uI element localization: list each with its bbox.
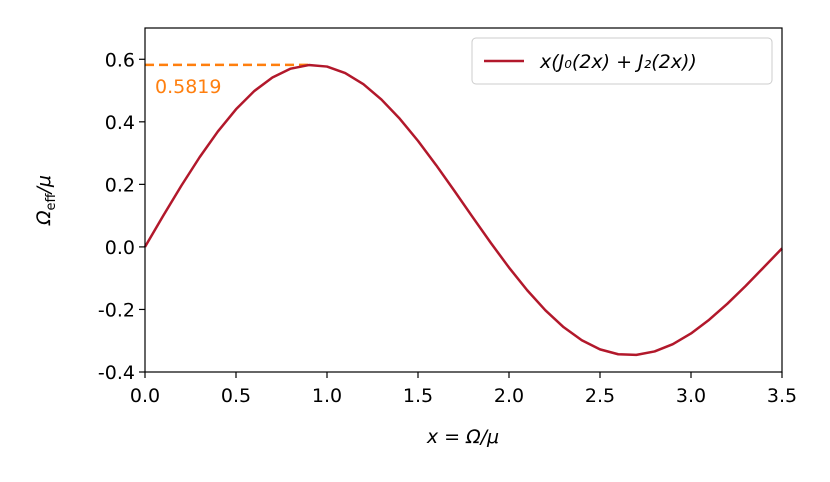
annotation-label: 0.5819 xyxy=(155,76,221,98)
x-tick-label: 1.0 xyxy=(312,385,342,407)
x-tick-label: 0.5 xyxy=(221,385,251,407)
y-tick-label: 0.6 xyxy=(105,49,135,71)
y-label-sub: eff xyxy=(44,192,59,210)
legend-box xyxy=(471,37,773,85)
x-tick-label: 1.5 xyxy=(403,385,433,407)
y-label-main: Ω xyxy=(33,210,55,226)
x-tick-label: 2.5 xyxy=(585,385,615,407)
x-tick-label: 3.0 xyxy=(676,385,706,407)
y-tick-label: -0.2 xyxy=(98,299,135,321)
x-tick-label: 0.0 xyxy=(130,385,160,407)
x-tick-label: 3.5 xyxy=(767,385,797,407)
y-tick-label: 0.0 xyxy=(105,237,135,259)
legend-label: x(J₀(2x) + J₂(2x)) xyxy=(539,51,697,73)
y-axis-label: Ωeff/μ xyxy=(33,175,59,226)
y-label-rest: /μ xyxy=(33,175,55,196)
x-axis-label: x = Ω/μ xyxy=(426,426,499,448)
plot-frame xyxy=(144,27,783,373)
y-tick-label: 0.4 xyxy=(105,112,135,134)
data-line xyxy=(143,63,783,357)
y-tick-label: 0.2 xyxy=(105,174,135,196)
x-tick-label: 2.0 xyxy=(494,385,524,407)
y-tick-label: -0.4 xyxy=(98,362,135,384)
